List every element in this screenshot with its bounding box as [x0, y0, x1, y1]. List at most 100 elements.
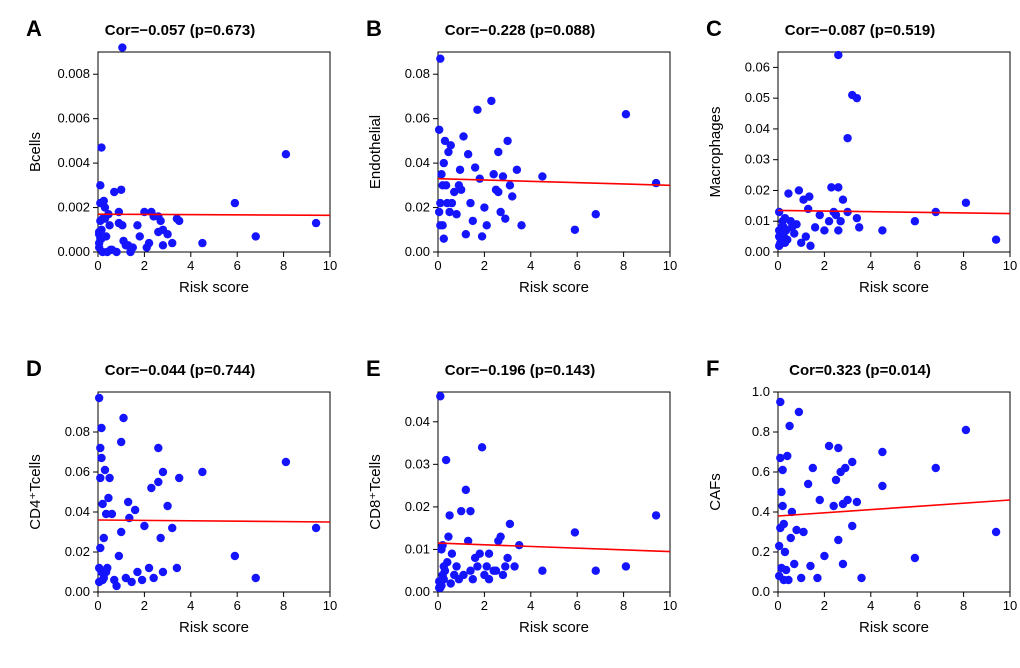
data-point — [163, 230, 171, 238]
plot-border — [778, 392, 1010, 592]
data-point — [843, 496, 851, 504]
data-point — [133, 568, 141, 576]
data-point — [506, 520, 514, 528]
data-point — [825, 217, 833, 225]
data-point — [592, 210, 600, 218]
x-tick-label: 2 — [481, 598, 488, 613]
data-point — [96, 474, 104, 482]
data-point — [312, 219, 320, 227]
x-tick-label: 8 — [280, 258, 287, 273]
data-point — [252, 232, 260, 240]
data-point — [117, 438, 125, 446]
y-axis-label: CAFs — [707, 473, 724, 511]
y-tick-label: 0.00 — [405, 244, 430, 259]
data-point — [792, 220, 800, 228]
x-tick-label: 6 — [914, 598, 921, 613]
data-point — [140, 522, 148, 530]
data-point — [448, 199, 456, 207]
data-point — [159, 468, 167, 476]
y-tick-label: 0.03 — [405, 456, 430, 471]
data-point — [282, 458, 290, 466]
data-point — [487, 97, 495, 105]
x-tick-label: 8 — [960, 598, 967, 613]
data-point — [136, 232, 144, 240]
y-tick-label: 0.6 — [752, 464, 770, 479]
data-point — [117, 186, 125, 194]
data-point — [878, 226, 886, 234]
scatter-plot-B: 02468100.000.020.040.060.08Risk scoreEnd… — [360, 10, 680, 310]
data-point — [795, 186, 803, 194]
data-point — [466, 507, 474, 515]
data-point — [795, 408, 803, 416]
data-point — [494, 188, 502, 196]
data-point — [442, 181, 450, 189]
y-tick-label: 0.01 — [405, 541, 430, 556]
x-axis-label: Risk score — [179, 619, 249, 636]
x-tick-label: 2 — [821, 598, 828, 613]
x-tick-label: 0 — [94, 598, 101, 613]
data-point — [853, 498, 861, 506]
data-point — [782, 566, 790, 574]
y-tick-label: 0.04 — [745, 121, 770, 136]
x-tick-label: 2 — [141, 598, 148, 613]
data-point — [101, 466, 109, 474]
data-point — [494, 148, 502, 156]
x-tick-label: 4 — [187, 258, 194, 273]
data-point — [112, 248, 120, 256]
data-point — [652, 179, 660, 187]
panel-B: BCor=−0.228 (p=0.088)02468100.000.020.04… — [360, 10, 680, 310]
y-tick-label: 0.004 — [57, 155, 90, 170]
x-axis-label: Risk score — [519, 279, 589, 296]
x-axis-label: Risk score — [859, 279, 929, 296]
data-point — [440, 575, 448, 583]
data-point — [804, 480, 812, 488]
data-point — [778, 502, 786, 510]
data-point — [853, 214, 861, 222]
data-point — [457, 507, 465, 515]
y-tick-label: 0.01 — [745, 213, 770, 228]
data-point — [592, 567, 600, 575]
x-tick-label: 10 — [323, 258, 337, 273]
x-tick-label: 4 — [867, 598, 874, 613]
data-point — [145, 239, 153, 247]
data-point — [452, 562, 460, 570]
data-point — [501, 562, 509, 570]
data-point — [127, 578, 135, 586]
data-point — [799, 528, 807, 536]
y-tick-label: 0.04 — [405, 414, 430, 429]
x-tick-label: 4 — [527, 258, 534, 273]
y-tick-label: 0.04 — [65, 504, 90, 519]
data-point — [571, 528, 579, 536]
data-point — [853, 94, 861, 102]
data-point — [103, 564, 111, 572]
data-point — [447, 141, 455, 149]
y-axis-label: CD8⁺Tcells — [367, 454, 384, 529]
y-tick-label: 0.00 — [405, 584, 430, 599]
data-point — [538, 567, 546, 575]
data-point — [492, 567, 500, 575]
data-point — [480, 203, 488, 211]
data-point — [813, 574, 821, 582]
scatter-plot-C: 02468100.000.010.020.030.040.050.06Risk … — [700, 10, 1020, 310]
data-point — [816, 211, 824, 219]
data-point — [962, 426, 970, 434]
data-point — [440, 234, 448, 242]
x-tick-label: 6 — [914, 258, 921, 273]
data-point — [839, 560, 847, 568]
data-point — [776, 398, 784, 406]
y-tick-label: 0.0 — [752, 584, 770, 599]
data-point — [105, 221, 113, 229]
x-axis-label: Risk score — [859, 619, 929, 636]
data-point — [105, 474, 113, 482]
data-point — [652, 511, 660, 519]
regression-line — [438, 543, 670, 552]
data-point — [489, 170, 497, 178]
x-tick-label: 0 — [434, 258, 441, 273]
data-point — [97, 424, 105, 432]
data-point — [124, 498, 132, 506]
y-tick-label: 0.02 — [405, 499, 430, 514]
data-point — [464, 150, 472, 158]
data-point — [175, 217, 183, 225]
x-tick-label: 2 — [821, 258, 828, 273]
data-point — [448, 550, 456, 558]
